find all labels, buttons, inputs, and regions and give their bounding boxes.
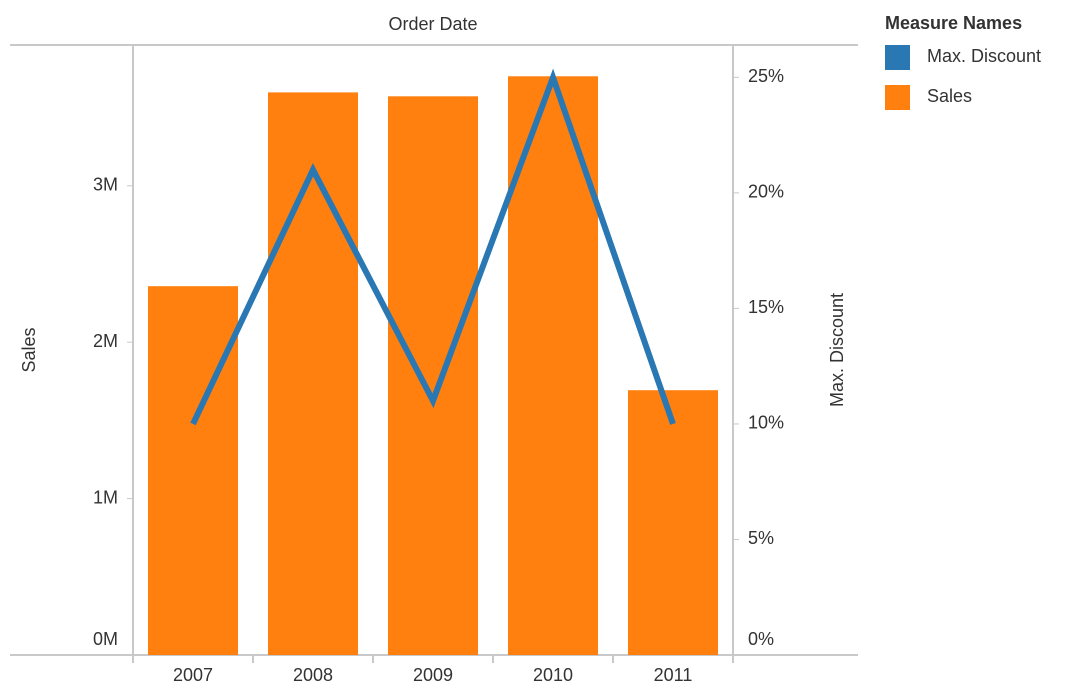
y2-tick-label: 20% — [748, 182, 784, 202]
legend-label: Sales — [927, 86, 972, 106]
y2-tick-label: 0% — [748, 629, 774, 649]
legend-title: Measure Names — [885, 13, 1022, 33]
y2-tick-label: 15% — [748, 297, 784, 317]
legend-label: Max. Discount — [927, 46, 1041, 66]
y-tick-label: 1M — [93, 487, 118, 507]
y2-tick-label: 10% — [748, 413, 784, 433]
chart-title: Order Date — [388, 14, 477, 34]
x-tick-label: 2011 — [654, 665, 693, 685]
x-tick-label: 2009 — [413, 665, 453, 685]
y-axis-title: Sales — [19, 327, 39, 372]
y2-tick-label: 25% — [748, 66, 784, 86]
y-tick-label: 2M — [93, 331, 118, 351]
x-tick-label: 2007 — [173, 665, 213, 685]
legend-swatch — [885, 85, 910, 110]
y2-axis-title: Max. Discount — [827, 293, 847, 407]
y2-tick-label: 5% — [748, 528, 774, 548]
y-tick-label: 3M — [93, 175, 118, 195]
legend-swatch — [885, 45, 910, 70]
x-tick-label: 2008 — [293, 665, 333, 685]
bar — [628, 390, 718, 655]
bar — [268, 92, 358, 655]
x-tick-label: 2010 — [533, 665, 573, 685]
line — [190, 68, 676, 426]
bar — [148, 286, 238, 655]
bar — [388, 96, 478, 656]
y-tick-label: 0M — [93, 629, 118, 649]
